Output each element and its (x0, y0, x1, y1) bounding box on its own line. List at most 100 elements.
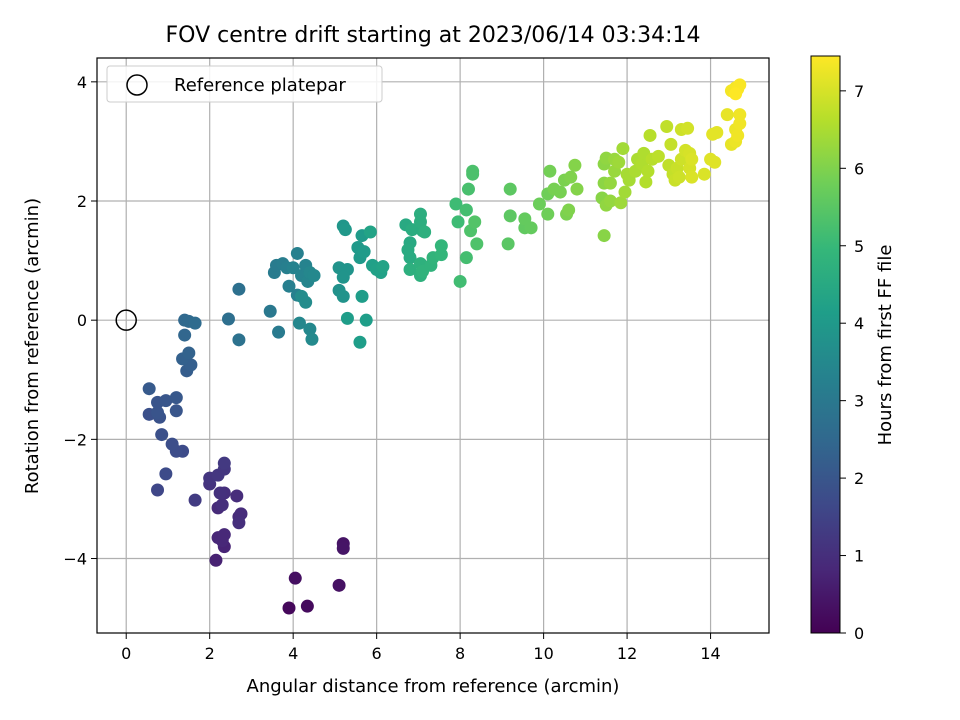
scatter-point (188, 493, 202, 507)
scatter-point (651, 149, 665, 163)
scatter-point (470, 237, 484, 251)
scatter-point (305, 332, 319, 346)
scatter-point (403, 251, 417, 265)
colorbar-tick-label: 3 (854, 392, 864, 411)
x-axis-label: Angular distance from reference (arcmin) (247, 676, 620, 697)
scatter-point (729, 87, 743, 101)
scatter-point (553, 185, 567, 199)
colorbar-tick-label: 1 (854, 547, 864, 566)
scatter-point (664, 137, 678, 151)
scatter-point (169, 404, 183, 418)
colorbar-tick-label: 4 (854, 314, 864, 333)
x-axis-ticks: 0 2 4 6 8 10 12 14 (121, 633, 721, 663)
y-tick-label: 2 (77, 192, 87, 211)
colorbar-tick-label: 6 (854, 159, 864, 178)
scatter-point (332, 578, 346, 592)
scatter-point (568, 158, 582, 172)
scatter-point (300, 599, 314, 613)
colorbar-tick-label: 2 (854, 469, 864, 488)
chart-title: FOV centre drift starting at 2023/06/14 … (166, 23, 701, 48)
scatter-point (303, 322, 317, 336)
scatter-point (292, 316, 306, 330)
scatter-point (217, 528, 231, 542)
colorbar-tick-label: 5 (854, 237, 864, 256)
scatter-point (282, 601, 296, 615)
scatter-point (353, 335, 367, 349)
scatter-point (459, 251, 473, 265)
scatter-point (355, 289, 369, 303)
scatter-point (336, 289, 350, 303)
scatter-point (151, 483, 165, 497)
colorbar-label: Hours from first FF file (875, 245, 896, 446)
scatter-point (286, 261, 300, 275)
scatter-point (188, 316, 202, 330)
y-tick-label: −2 (63, 430, 87, 449)
scatter-point (733, 117, 747, 131)
legend-entry-reference-platepar: Reference platepar (174, 75, 346, 96)
scatter-point (449, 197, 463, 211)
y-tick-label: 4 (77, 73, 87, 92)
scatter-point (405, 223, 419, 237)
legend-box (106, 65, 383, 103)
scatter-point (562, 203, 576, 217)
scatter-point (282, 279, 296, 293)
scatter-point (230, 489, 244, 503)
scatter-point (708, 155, 722, 169)
colorbar: 0 1 2 3 4 5 6 7 Hours from first FF file (810, 55, 896, 643)
scatter-point (336, 541, 350, 555)
scatter-point (731, 128, 745, 142)
scatter-point (733, 108, 747, 122)
scatter-point (434, 248, 448, 262)
scatter-point (541, 207, 555, 221)
scatter-point (418, 225, 432, 239)
plot-frame (96, 57, 770, 634)
y-tick-label: −4 (63, 550, 87, 569)
scatter-point (501, 237, 515, 251)
scatter-point (357, 245, 371, 259)
scatter-point (307, 268, 321, 282)
scatter-point (217, 456, 231, 470)
y-tick-label: 0 (77, 311, 87, 330)
scatter-point (209, 553, 223, 567)
scatter-point (643, 128, 657, 142)
x-tick-label: 2 (205, 644, 215, 663)
legend: Reference platepar (106, 65, 383, 103)
scatter-point (151, 406, 165, 420)
scatter-point (290, 246, 304, 260)
scatter-point (614, 196, 628, 210)
x-tick-label: 4 (288, 644, 298, 663)
scatter-point (603, 176, 617, 190)
scatter-point (213, 486, 227, 500)
scatter-point (232, 516, 246, 530)
scatter-point (413, 215, 427, 229)
scatter-point (603, 194, 617, 208)
y-axis-label: Rotation from reference (arcmin) (22, 198, 43, 494)
scatter-point (543, 164, 557, 178)
scatter-point (340, 311, 354, 325)
scatter-point (706, 127, 720, 141)
scatter-point (159, 467, 173, 481)
scatter-point (503, 209, 517, 223)
scatter-point (532, 197, 546, 211)
scatter-point (503, 182, 517, 196)
colorbar-gradient (810, 55, 841, 634)
scatter-point (142, 382, 156, 396)
y-axis-ticks: −4 −2 0 2 4 (63, 73, 97, 569)
scatter-point (641, 164, 655, 178)
scatter-point (178, 328, 192, 342)
colorbar-tick-label: 7 (854, 82, 864, 101)
scatter-point (685, 152, 699, 166)
x-tick-label: 0 (121, 644, 131, 663)
reference-marker-layer (115, 309, 137, 331)
scatter-point (672, 170, 686, 184)
scatter-point (232, 333, 246, 347)
scatter-point (232, 282, 246, 296)
scatter-point (468, 215, 482, 229)
scatter-point (336, 270, 350, 284)
scatter-point (434, 239, 448, 253)
scatter-point (155, 428, 169, 442)
scatter-point (466, 164, 480, 178)
scatter-point (612, 155, 626, 169)
